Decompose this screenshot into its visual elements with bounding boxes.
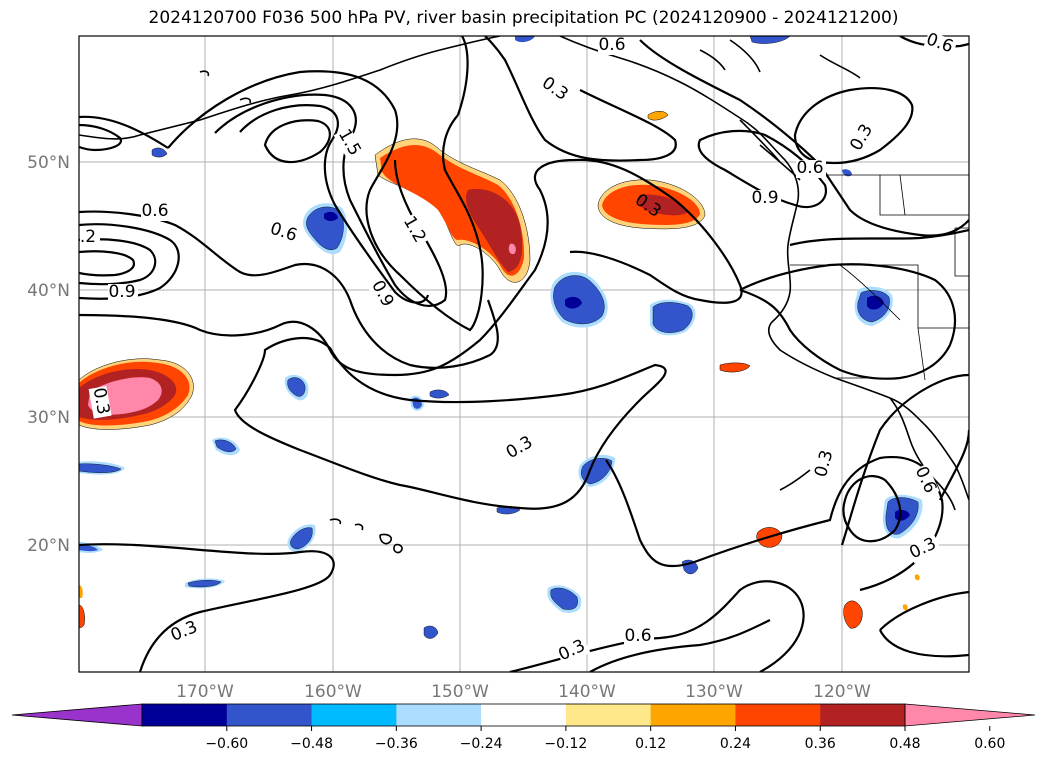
map-title: 2024120700 F036 500 hPa PV, river basin … [148, 8, 899, 28]
contour-label: 0.9 [751, 188, 778, 208]
colorbar-segment [650, 704, 736, 726]
contour-label: 0.6 [624, 626, 651, 646]
colorbar-tick-label: −0.48 [290, 736, 333, 752]
colorbar: −0.60 −0.48 −0.36 −0.24 −0.12 0.12 0.24 0.36 0.4… [11, 703, 1036, 752]
lon-label: 130°W [685, 682, 743, 702]
lon-label: 150°W [431, 682, 489, 702]
lon-label: 120°W [813, 682, 871, 702]
colorbar-segment [565, 704, 652, 726]
longitude-labels: 170°W 160°W 150°W 140°W 130°W 120°W [176, 682, 871, 702]
colorbar-segment [481, 704, 567, 726]
lon-label: 140°W [558, 682, 616, 702]
colorbar-segment [226, 704, 313, 726]
colorbar-segment [311, 704, 397, 726]
contour-label: 0.6 [598, 35, 625, 55]
colorbar-extend-min [11, 703, 143, 727]
lon-label: 160°W [304, 682, 362, 702]
political-borders [790, 174, 969, 381]
contour-label: 0.6 [796, 158, 823, 178]
colorbar-segment [396, 704, 482, 726]
colorbar-tick-label: −0.12 [544, 736, 587, 752]
lat-label: 50°N [27, 153, 70, 173]
colorbar-segment [735, 704, 821, 726]
colorbar-tick-label: 0.36 [805, 736, 836, 752]
colorbar-tick-label: −0.24 [460, 736, 503, 752]
lat-label: 30°N [27, 408, 70, 428]
colorbar-tick-label: −0.36 [375, 736, 418, 752]
lon-label: 170°W [176, 682, 234, 702]
colorbar-tick-label: 0.48 [889, 736, 920, 752]
colorbar-segment [142, 704, 228, 726]
colorbar-extend-max [904, 703, 1036, 727]
lat-label: 40°N [27, 281, 70, 301]
contour-label: .2 [80, 227, 96, 247]
lat-label: 20°N [27, 536, 70, 556]
map-panel [79, 36, 969, 672]
colorbar-frame [141, 703, 906, 727]
colorbar-tick-label: 0.60 [974, 736, 1005, 752]
contour-label: 0.3 [89, 386, 113, 416]
colorbar-tick-label: 0.12 [635, 736, 666, 752]
colorbar-segment [820, 704, 906, 726]
map-frame [78, 35, 970, 673]
contour-label: 0.9 [108, 282, 135, 302]
coastlines [79, 36, 969, 554]
contour-label: 0.6 [141, 201, 168, 221]
latitude-labels: 50°N 40°N 30°N 20°N [27, 153, 70, 556]
colorbar-tick-label: −0.60 [205, 736, 248, 752]
contour-labels: 0.6 0.6 0.9 .2 1.5 1.2 0.9 0.3 0.6 0.3 0… [80, 29, 958, 666]
colorbar-tick-label: 0.24 [720, 736, 751, 752]
